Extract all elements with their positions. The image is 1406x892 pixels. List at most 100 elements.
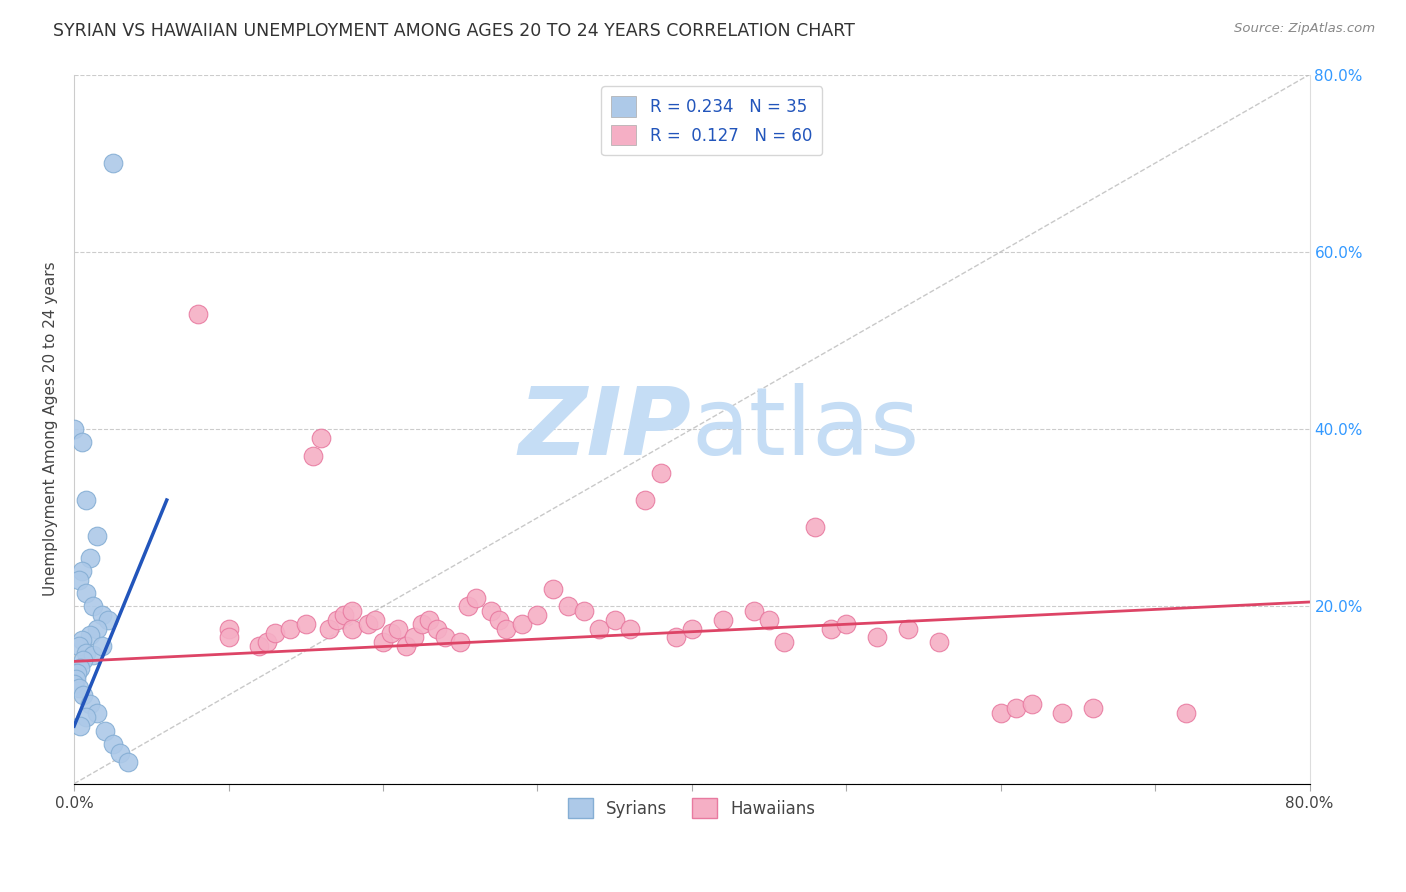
Point xyxy=(70,435,93,450)
Point xyxy=(86,706,108,720)
Point xyxy=(681,622,703,636)
Point xyxy=(333,608,356,623)
Point xyxy=(318,622,340,636)
Point xyxy=(94,723,117,738)
Point xyxy=(67,640,90,654)
Point xyxy=(101,737,124,751)
Point xyxy=(418,613,440,627)
Point xyxy=(457,599,479,614)
Point xyxy=(758,613,780,627)
Point xyxy=(86,622,108,636)
Point xyxy=(619,622,641,636)
Text: Source: ZipAtlas.com: Source: ZipAtlas.com xyxy=(1234,22,1375,36)
Point xyxy=(69,661,91,675)
Point xyxy=(90,640,112,654)
Point xyxy=(603,613,626,627)
Point xyxy=(325,613,347,627)
Point xyxy=(187,307,209,321)
Point xyxy=(380,626,402,640)
Point xyxy=(495,622,517,636)
Point xyxy=(294,617,316,632)
Point xyxy=(835,617,858,632)
Point xyxy=(67,573,90,587)
Text: SYRIAN VS HAWAIIAN UNEMPLOYMENT AMONG AGES 20 TO 24 YEARS CORRELATION CHART: SYRIAN VS HAWAIIAN UNEMPLOYMENT AMONG AG… xyxy=(53,22,855,40)
Point xyxy=(449,635,471,649)
Point xyxy=(79,697,101,711)
Point xyxy=(1005,701,1028,715)
Point xyxy=(742,604,765,618)
Y-axis label: Unemployment Among Ages 20 to 24 years: Unemployment Among Ages 20 to 24 years xyxy=(44,262,58,597)
Point xyxy=(97,613,120,627)
Point xyxy=(433,631,456,645)
Point xyxy=(356,617,378,632)
Point xyxy=(990,706,1012,720)
Point xyxy=(464,591,486,605)
Point xyxy=(65,672,87,686)
Point xyxy=(117,755,139,769)
Point xyxy=(897,622,920,636)
Point xyxy=(218,631,240,645)
Point xyxy=(510,617,533,632)
Point xyxy=(263,626,285,640)
Point xyxy=(866,631,889,645)
Point xyxy=(402,631,425,645)
Point xyxy=(387,622,409,636)
Point xyxy=(371,635,394,649)
Point xyxy=(72,652,94,666)
Point xyxy=(110,746,132,760)
Point xyxy=(90,608,112,623)
Legend: Syrians, Hawaiians: Syrians, Hawaiians xyxy=(561,791,823,825)
Point xyxy=(256,635,278,649)
Point xyxy=(75,586,97,600)
Point xyxy=(70,564,93,578)
Point xyxy=(557,599,579,614)
Point xyxy=(218,622,240,636)
Point xyxy=(820,622,842,636)
Point xyxy=(63,422,86,436)
Point xyxy=(364,613,387,627)
Point xyxy=(63,677,86,691)
Point xyxy=(309,431,332,445)
Point xyxy=(572,604,595,618)
Point xyxy=(804,519,827,533)
Point xyxy=(526,608,548,623)
Point xyxy=(340,622,363,636)
Point xyxy=(340,604,363,618)
Point xyxy=(665,631,688,645)
Point xyxy=(79,550,101,565)
Point xyxy=(72,688,94,702)
Point xyxy=(1021,697,1043,711)
Point xyxy=(101,156,124,170)
Point xyxy=(82,648,104,663)
Point xyxy=(1052,706,1074,720)
Point xyxy=(79,628,101,642)
Point xyxy=(411,617,433,632)
Point xyxy=(302,449,325,463)
Point xyxy=(650,467,672,481)
Point xyxy=(588,622,610,636)
Point xyxy=(395,640,418,654)
Point xyxy=(634,493,657,508)
Point xyxy=(479,604,502,618)
Point xyxy=(488,613,510,627)
Point xyxy=(928,635,950,649)
Point xyxy=(75,710,97,724)
Point xyxy=(1175,706,1198,720)
Point xyxy=(66,665,89,680)
Point xyxy=(67,681,90,695)
Point xyxy=(94,50,117,64)
Point xyxy=(75,493,97,508)
Point xyxy=(75,646,97,660)
Text: ZIP: ZIP xyxy=(519,384,692,475)
Point xyxy=(247,640,270,654)
Point xyxy=(82,599,104,614)
Text: atlas: atlas xyxy=(692,384,920,475)
Point xyxy=(541,582,564,596)
Point xyxy=(86,528,108,542)
Point xyxy=(70,633,93,648)
Point xyxy=(711,613,734,627)
Point xyxy=(773,635,796,649)
Point xyxy=(278,622,301,636)
Point xyxy=(69,719,91,733)
Point xyxy=(426,622,449,636)
